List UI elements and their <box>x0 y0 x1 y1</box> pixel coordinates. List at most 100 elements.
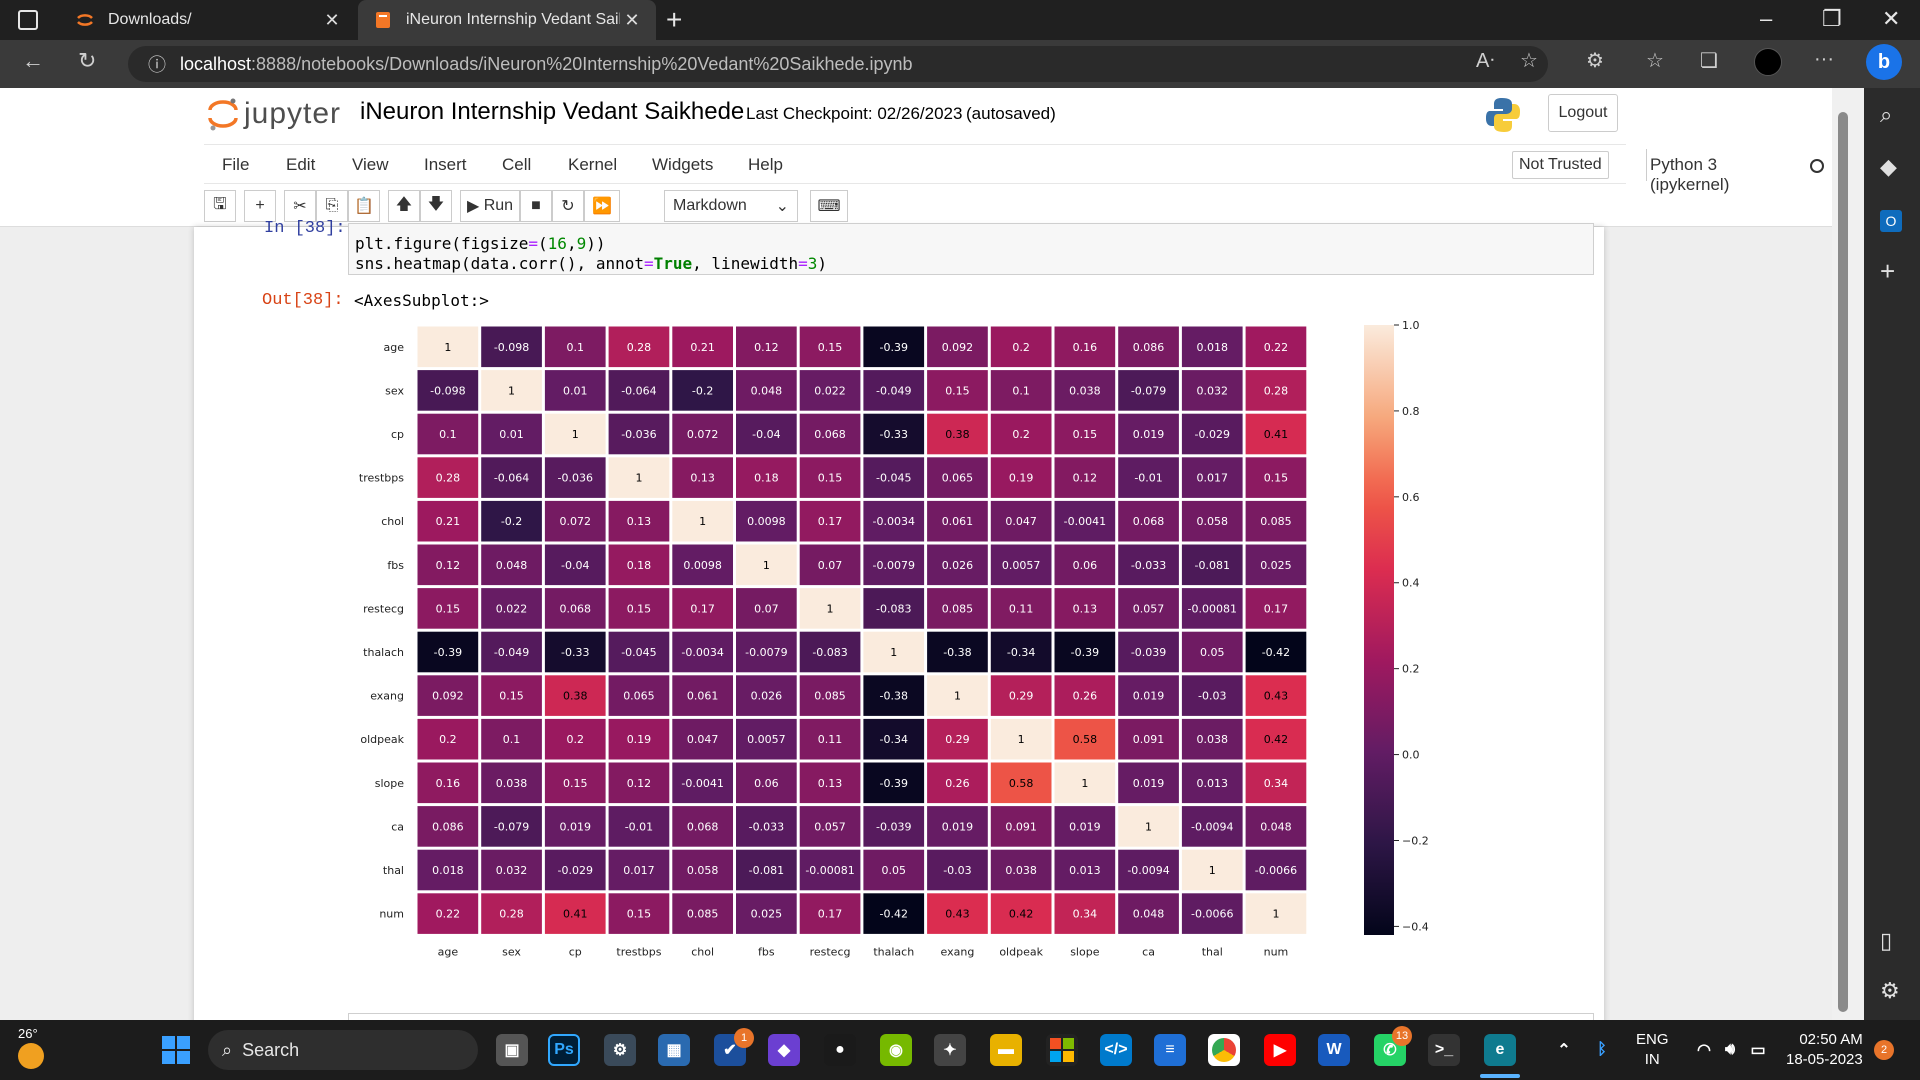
wifi-icon[interactable]: ◠ <box>1697 1042 1711 1059</box>
keyboard-icon[interactable]: ⌨ <box>810 190 848 222</box>
favorites-icon[interactable]: ☆ <box>1646 50 1664 72</box>
photos-icon[interactable]: ▦ <box>658 1034 690 1066</box>
refresh-icon[interactable]: ↻ <box>78 48 97 73</box>
paste-icon[interactable]: 📋 <box>348 190 380 222</box>
settings-icon[interactable]: ⚙ <box>1880 978 1900 1003</box>
heatmap-cell <box>544 806 606 847</box>
davinci-icon[interactable]: ✦ <box>934 1034 966 1066</box>
page-scrollbar[interactable] <box>1832 88 1864 1020</box>
move-down-icon[interactable]: 🡇 <box>420 190 452 222</box>
clock[interactable]: 02:50 AM 18-05-2023 <box>1786 1030 1863 1070</box>
store-icon[interactable] <box>1046 1034 1078 1066</box>
scrollbar-thumb[interactable] <box>1838 112 1848 1012</box>
interrupt-icon[interactable]: ■ <box>520 190 552 222</box>
heatmap-cell-label: 0.42 <box>1009 908 1034 921</box>
restart-run-all-icon[interactable]: ⏩ <box>584 190 620 222</box>
restore-icon[interactable]: ❐ <box>1822 6 1842 31</box>
cut-icon[interactable]: ✂ <box>284 190 316 222</box>
task-view-icon[interactable]: ▣ <box>496 1034 528 1066</box>
heatmap-cell-label: -0.38 <box>880 690 908 703</box>
taskbar-search[interactable]: ⌕ Search <box>208 1030 478 1070</box>
notebook-title[interactable]: iNeuron Internship Vedant Saikhede <box>360 98 745 125</box>
new-tab-icon[interactable]: + <box>666 4 683 35</box>
close-tab-icon[interactable]: ✕ <box>324 9 340 30</box>
collections-icon[interactable]: ❏ <box>1700 50 1718 72</box>
url-field[interactable]: ⓘ localhost:8888/notebooks/Downloads/iNe… <box>128 46 1548 82</box>
menu-file[interactable]: File <box>222 155 250 174</box>
notepad-icon[interactable]: ≡ <box>1154 1034 1186 1066</box>
heatmap-cell <box>1118 806 1179 847</box>
move-up-icon[interactable]: 🡅 <box>388 190 420 222</box>
menu-help[interactable]: Help <box>748 155 783 174</box>
chrome-icon[interactable] <box>1208 1034 1240 1066</box>
word-icon[interactable]: W <box>1318 1034 1350 1066</box>
youtube-icon[interactable]: ▶ <box>1264 1034 1296 1066</box>
not-trusted-button[interactable]: Not Trusted <box>1512 151 1609 179</box>
logout-button[interactable]: Logout <box>1548 94 1618 132</box>
heatmap-cell <box>544 413 606 455</box>
cell-type-select[interactable]: Markdown ⌄ <box>664 190 798 222</box>
browser-tab-notebook[interactable]: iNeuron Internship Vedant Saikh ✕ <box>358 0 656 40</box>
jupyter-logo[interactable]: jupyter <box>208 96 341 132</box>
add-icon[interactable]: + <box>1880 256 1896 286</box>
copilot-icon[interactable]: ◆ <box>1880 154 1897 179</box>
heatmap-cell <box>1118 588 1179 629</box>
settings-app-icon[interactable]: ⚙ <box>604 1034 636 1066</box>
heatmap-cell <box>863 326 925 368</box>
code-cell-editor[interactable]: plt.figure(figsize=(16,9)) sns.heatmap(d… <box>348 223 1594 275</box>
heatmap-cell <box>1054 806 1116 847</box>
menu-widgets[interactable]: Widgets <box>652 155 714 174</box>
insert-cell-icon[interactable]: + <box>244 190 276 222</box>
close-window-icon[interactable]: ✕ <box>1882 6 1901 31</box>
save-icon[interactable]: 🖫 <box>204 190 236 222</box>
extensions-icon[interactable]: ⚙ <box>1586 50 1604 72</box>
read-aloud-icon[interactable]: Aᐧ <box>1476 50 1495 72</box>
start-icon[interactable] <box>160 1034 192 1066</box>
menu-cell[interactable]: Cell <box>502 155 532 174</box>
close-tab-icon[interactable]: ✕ <box>624 9 640 30</box>
obs-icon[interactable]: ● <box>824 1034 856 1066</box>
heatmap-cell <box>608 544 670 586</box>
minimize-icon[interactable]: – <box>1760 6 1773 31</box>
menu-kernel[interactable]: Kernel <box>568 155 618 174</box>
heatmap-cell-label: -0.039 <box>876 820 911 833</box>
weather-widget[interactable]: 26° <box>18 1026 44 1069</box>
battery-icon[interactable]: ▭ <box>1750 1042 1766 1059</box>
nvidia-icon[interactable]: ◉ <box>880 1034 912 1066</box>
info-icon[interactable]: ⓘ <box>148 55 166 75</box>
tray-expand-icon[interactable]: ⌃ <box>1557 1042 1571 1059</box>
menu-view[interactable]: View <box>352 155 389 174</box>
file-explorer-icon[interactable]: ▬ <box>990 1034 1022 1066</box>
volume-icon[interactable]: 🔊︎ <box>1724 1041 1736 1058</box>
run-button[interactable]: ▶ Run <box>460 190 520 222</box>
copilot-app-icon[interactable]: ◆ <box>768 1034 800 1066</box>
edge-icon[interactable]: e <box>1484 1034 1516 1066</box>
more-icon[interactable]: ··· <box>1814 48 1834 70</box>
language-indicator[interactable]: ENG IN <box>1636 1030 1669 1070</box>
search-icon[interactable]: ⌕ <box>1880 102 1893 127</box>
heatmap-cell <box>481 631 542 673</box>
back-icon[interactable]: ← <box>22 48 44 73</box>
terminal-icon[interactable]: >_ <box>1428 1034 1460 1066</box>
copy-icon[interactable]: ⎘ <box>316 190 348 222</box>
kernel-name[interactable]: Python 3 (ipykernel) <box>1650 155 1730 194</box>
photoshop-icon[interactable]: Ps <box>548 1034 580 1066</box>
menu-edit[interactable]: Edit <box>286 155 316 174</box>
vscode-icon[interactable]: </> <box>1100 1034 1132 1066</box>
menu-insert[interactable]: Insert <box>424 155 467 174</box>
bing-icon[interactable]: b <box>1866 44 1902 80</box>
heatmap-cell <box>927 370 988 411</box>
x-tick-label: num <box>1264 945 1289 958</box>
bluetooth-icon[interactable]: ᛒ <box>1597 1041 1607 1058</box>
notification-badge[interactable]: 2 <box>1874 1040 1894 1060</box>
restart-icon[interactable]: ↻ <box>552 190 584 222</box>
tab-actions-icon[interactable] <box>18 10 38 30</box>
heatmap-cell <box>672 370 733 411</box>
outlook-icon[interactable]: O <box>1880 206 1902 232</box>
heatmap-cell <box>799 326 861 368</box>
favorite-add-icon[interactable]: ☆ <box>1520 50 1538 72</box>
sidebar-toggle-icon[interactable]: ▯ <box>1880 928 1893 953</box>
profile-avatar-icon[interactable] <box>1754 48 1782 82</box>
next-cell[interactable] <box>348 1013 1594 1020</box>
browser-tab-downloads[interactable]: Downloads/ ✕ <box>60 0 356 40</box>
